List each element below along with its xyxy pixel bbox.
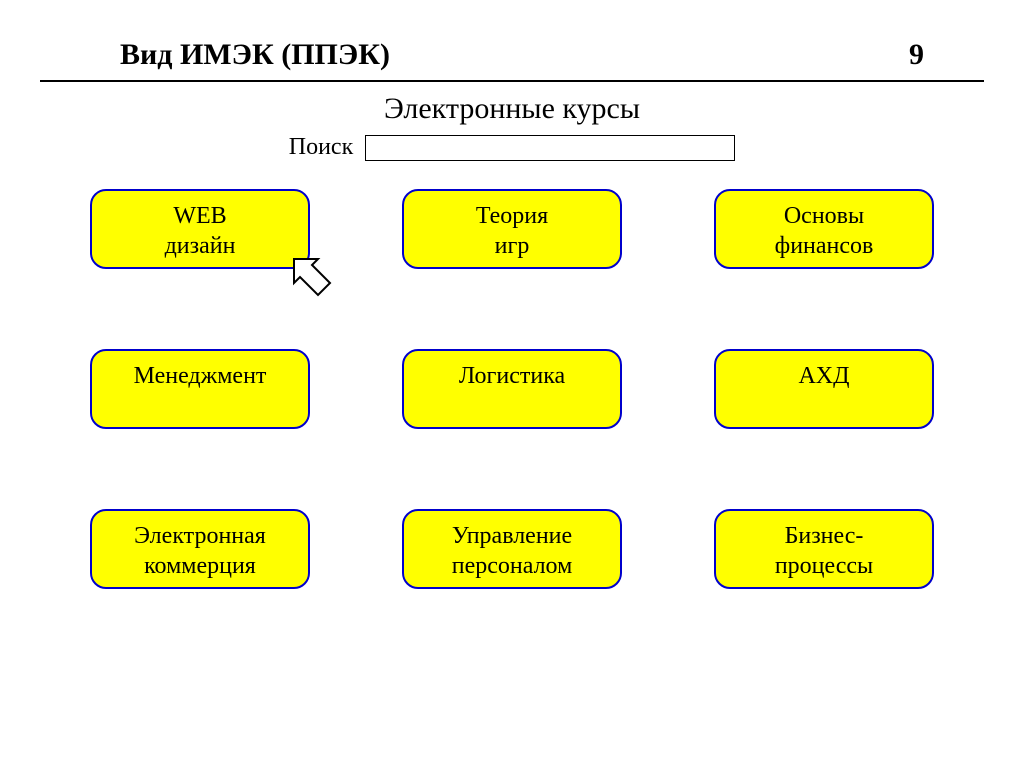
course-button[interactable]: Логистика — [402, 349, 622, 429]
course-label: Управление персоналом — [452, 521, 573, 581]
course-label: Основы финансов — [775, 201, 874, 261]
course-button[interactable]: Управление персоналом — [402, 509, 622, 589]
course-label: Электронная коммерция — [134, 521, 266, 581]
course-button[interactable]: Менеджмент — [90, 349, 310, 429]
course-button[interactable]: Электронная коммерция — [90, 509, 310, 589]
page-title: Вид ИМЭК (ППЭК) — [120, 38, 390, 72]
course-button[interactable]: Теория игр — [402, 189, 622, 269]
course-label: Логистика — [459, 361, 565, 391]
course-button[interactable]: WEB дизайн — [90, 189, 310, 269]
page-number: 9 — [909, 38, 924, 72]
course-label: Теория игр — [476, 201, 548, 261]
header-bar: Вид ИМЭК (ППЭК) 9 — [40, 0, 984, 82]
course-label: АХД — [798, 361, 849, 391]
search-label: Поиск — [289, 134, 354, 161]
search-row: Поиск — [0, 134, 1024, 161]
search-input[interactable] — [365, 135, 735, 161]
course-label: WEB дизайн — [165, 201, 236, 261]
course-button[interactable]: Бизнес- процессы — [714, 509, 934, 589]
course-label: Бизнес- процессы — [775, 521, 873, 581]
course-label: Менеджмент — [134, 361, 267, 391]
course-button[interactable]: АХД — [714, 349, 934, 429]
section-subtitle: Электронные курсы — [0, 92, 1024, 126]
course-button[interactable]: Основы финансов — [714, 189, 934, 269]
